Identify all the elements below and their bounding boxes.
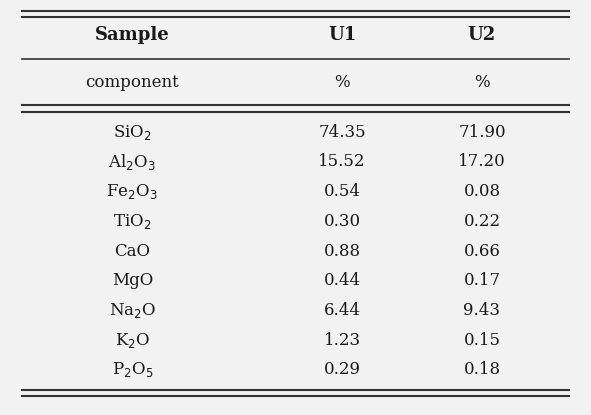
- Text: Fe$_2$O$_3$: Fe$_2$O$_3$: [106, 182, 158, 201]
- Text: 0.88: 0.88: [323, 242, 361, 259]
- Text: SiO$_2$: SiO$_2$: [113, 123, 152, 142]
- Text: MgO: MgO: [112, 272, 153, 289]
- Text: 0.66: 0.66: [463, 242, 501, 259]
- Text: 74.35: 74.35: [319, 124, 366, 141]
- Text: K$_2$O: K$_2$O: [115, 331, 150, 349]
- Text: 0.30: 0.30: [323, 213, 361, 230]
- Text: 0.08: 0.08: [463, 183, 501, 200]
- Text: 0.18: 0.18: [463, 361, 501, 378]
- Text: 0.17: 0.17: [463, 272, 501, 289]
- Text: 0.54: 0.54: [324, 183, 361, 200]
- Text: 71.90: 71.90: [458, 124, 506, 141]
- Text: 0.44: 0.44: [323, 272, 361, 289]
- Text: 15.52: 15.52: [319, 154, 366, 171]
- Text: %: %: [474, 74, 490, 91]
- Text: 0.15: 0.15: [463, 332, 501, 349]
- Text: Sample: Sample: [95, 26, 170, 44]
- Text: 0.22: 0.22: [463, 213, 501, 230]
- Text: CaO: CaO: [114, 242, 150, 259]
- Text: Al$_2$O$_3$: Al$_2$O$_3$: [109, 152, 156, 172]
- Text: Na$_2$O: Na$_2$O: [109, 301, 156, 320]
- Text: 17.20: 17.20: [458, 154, 506, 171]
- Text: P$_2$O$_5$: P$_2$O$_5$: [112, 360, 153, 379]
- Text: %: %: [335, 74, 350, 91]
- Text: 1.23: 1.23: [323, 332, 361, 349]
- Text: U2: U2: [468, 26, 496, 44]
- Text: 9.43: 9.43: [463, 302, 501, 319]
- Text: 0.29: 0.29: [324, 361, 361, 378]
- Text: U1: U1: [328, 26, 356, 44]
- Text: TiO$_2$: TiO$_2$: [113, 212, 151, 231]
- Text: component: component: [86, 74, 179, 91]
- Text: 6.44: 6.44: [324, 302, 361, 319]
